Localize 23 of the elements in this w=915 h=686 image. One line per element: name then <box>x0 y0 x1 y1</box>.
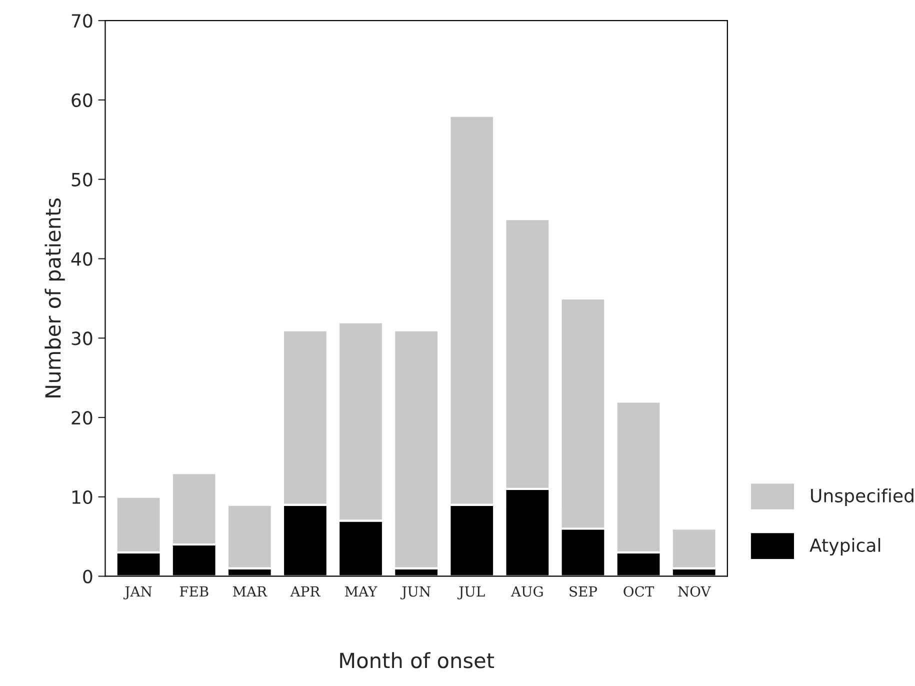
y-tick-label: 10 <box>72 490 92 504</box>
y-tick-label: 20 <box>72 410 92 425</box>
x-tick-label: OCT <box>624 586 654 597</box>
x-axis-title: Month of onset <box>340 652 494 668</box>
x-tick-label: JUL <box>457 586 485 600</box>
x-tick-label: JUN <box>400 586 430 600</box>
legend-label: Unspecified <box>811 488 914 506</box>
y-tick-label: 50 <box>72 172 92 186</box>
x-tick-label: SEP <box>570 586 597 597</box>
x-tick-label: MAR <box>233 586 268 597</box>
y-tick-label: 30 <box>72 332 92 346</box>
y-tick-label: 70 <box>72 14 92 28</box>
x-tick-label: MAY <box>345 586 378 597</box>
x-tick-label: JAN <box>124 586 152 600</box>
x-tick-label: FEB <box>180 586 208 597</box>
y-axis-title: Number of patients <box>44 198 65 398</box>
y-tick-label: 40 <box>71 252 92 266</box>
y-tick-label: 0 <box>83 570 92 584</box>
x-tick-label: APR <box>290 586 320 597</box>
x-tick-label: AUG <box>510 586 543 597</box>
y-tick-label: 60 <box>72 93 92 108</box>
x-tick-label: NOV <box>678 586 711 597</box>
legend-label: Atypical <box>810 538 880 556</box>
